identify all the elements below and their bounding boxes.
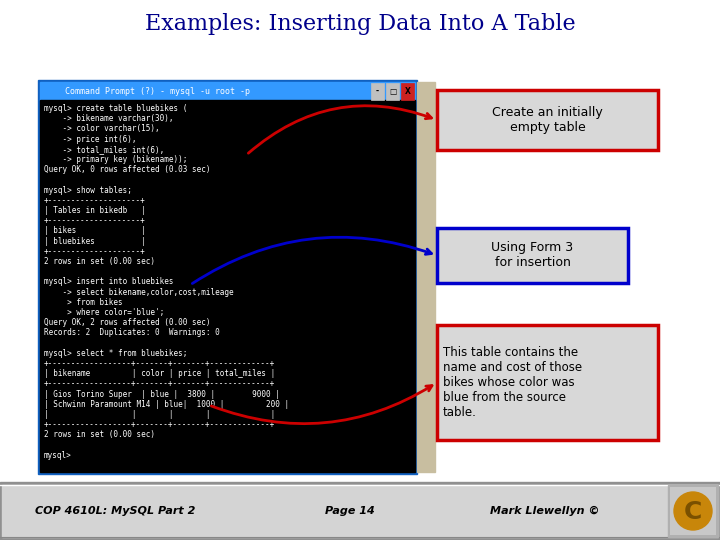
Text: -> price int(6),: -> price int(6), [44, 134, 137, 144]
Text: -> primary key (bikename));: -> primary key (bikename)); [44, 155, 187, 164]
Text: +------------------+-------+-------+-------------+: +------------------+-------+-------+----… [44, 359, 275, 368]
Bar [38, 80, 417, 474]
Bar [386, 83, 399, 100]
Text: +------------------+-------+-------+-------------+: +------------------+-------+-------+----… [44, 380, 275, 388]
Text: -> color varchar(15),: -> color varchar(15), [44, 124, 160, 133]
Text: mysql> select * from bluebikes;: mysql> select * from bluebikes; [44, 349, 187, 358]
Text: Command Prompt (?) - mysql -u root -p: Command Prompt (?) - mysql -u root -p [60, 86, 250, 96]
Bar [401, 83, 414, 100]
Text: Mark Llewellyn ©: Mark Llewellyn © [490, 506, 600, 516]
Text: +--------------------+: +--------------------+ [44, 216, 145, 225]
Text: 2 rows in set (0.00 sec): 2 rows in set (0.00 sec) [44, 430, 155, 440]
Bar [371, 83, 384, 100]
Text: Records: 2  Duplicates: 0  Warnings: 0: Records: 2 Duplicates: 0 Warnings: 0 [44, 328, 220, 338]
Bar [668, 485, 718, 537]
Text: +------------------+-------+-------+-------------+: +------------------+-------+-------+----… [44, 420, 275, 429]
Text: This table contains the
name and cost of those
bikes whose color was
blue from t: This table contains the name and cost of… [443, 346, 582, 419]
Bar [2, 485, 718, 537]
Bar [417, 82, 435, 472]
FancyBboxPatch shape [437, 90, 658, 150]
Text: mysql> insert into bluebikes: mysql> insert into bluebikes [44, 278, 174, 286]
Text: > from bikes: > from bikes [44, 298, 122, 307]
Text: □: □ [389, 87, 396, 96]
Text: Examples: Inserting Data Into A Table: Examples: Inserting Data Into A Table [145, 13, 575, 35]
Text: Query OK, 2 rows affected (0.00 sec): Query OK, 2 rows affected (0.00 sec) [44, 318, 210, 327]
Text: +--------------------+: +--------------------+ [44, 247, 145, 256]
Text: Query OK, 0 rows affected (0.03 sec): Query OK, 0 rows affected (0.03 sec) [44, 165, 210, 174]
Text: -> select bikename,color,cost,mileage: -> select bikename,color,cost,mileage [44, 288, 233, 296]
Text: mysql> show tables;: mysql> show tables; [44, 186, 132, 194]
Text: |                  |       |       |             |: | | | | | [44, 410, 275, 419]
Text: | bluebikes          |: | bluebikes | [44, 237, 145, 246]
Bar [40, 100, 415, 472]
Bar [670, 487, 716, 535]
Text: -> total_miles int(6),: -> total_miles int(6), [44, 145, 164, 154]
Text: X: X [405, 87, 410, 96]
FancyBboxPatch shape [437, 325, 658, 440]
Text: > where color='blue';: > where color='blue'; [44, 308, 164, 317]
Text: | bikes              |: | bikes | [44, 226, 145, 235]
Bar [0, 482, 720, 540]
Text: | Schwinn Paramount M14 | blue|  1000 |         200 |: | Schwinn Paramount M14 | blue| 1000 | 2… [44, 400, 289, 409]
Circle shape [674, 492, 712, 530]
Text: | Tables in bikedb   |: | Tables in bikedb | [44, 206, 145, 215]
Text: mysql>: mysql> [44, 451, 72, 460]
Text: | bikename         | color | price | total_miles |: | bikename | color | price | total_miles… [44, 369, 275, 378]
Text: +--------------------+: +--------------------+ [44, 196, 145, 205]
Text: Page 14: Page 14 [325, 506, 375, 516]
FancyBboxPatch shape [437, 228, 628, 283]
Text: COP 4610L: MySQL Part 2: COP 4610L: MySQL Part 2 [35, 506, 195, 516]
Text: Create an initially
empty table: Create an initially empty table [492, 106, 603, 134]
Text: | Gios Torino Super  | blue |  3800 |        9000 |: | Gios Torino Super | blue | 3800 | 9000… [44, 389, 280, 399]
Text: -> bikename varchar(30),: -> bikename varchar(30), [44, 114, 174, 123]
Text: mysql> create table bluebikes (: mysql> create table bluebikes ( [44, 104, 187, 113]
Text: 2 rows in set (0.00 sec): 2 rows in set (0.00 sec) [44, 257, 155, 266]
Bar [40, 82, 415, 100]
Text: -: - [376, 87, 379, 96]
Text: Using Form 3
for insertion: Using Form 3 for insertion [492, 241, 574, 269]
Text: C: C [684, 500, 702, 524]
